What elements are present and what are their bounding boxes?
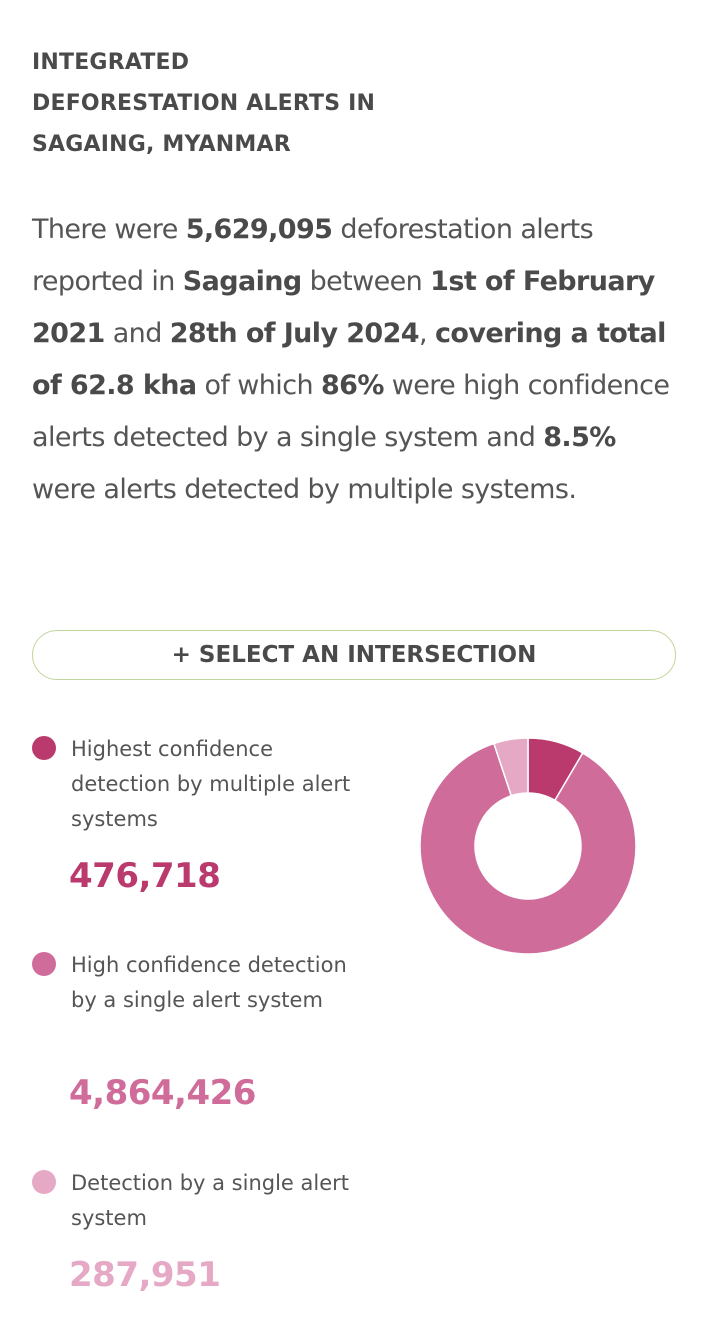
select-intersection-button[interactable]: + SELECT AN INTERSECTION xyxy=(32,630,676,680)
widget-title-line-2: DEFORESTATION ALERTS IN xyxy=(32,91,376,116)
legend-label: High confidence detection by a single al… xyxy=(71,953,347,1012)
legend-dot-highest-confidence xyxy=(32,736,56,760)
legend-dot-single-system xyxy=(32,1170,56,1194)
start-date: 1st of February 2021 xyxy=(32,266,655,349)
multi-system-percent: 8.5% xyxy=(543,422,616,453)
donut-slice-single-system[interactable] xyxy=(492,738,529,797)
legend-label: Detection by a single alert system xyxy=(71,1171,350,1230)
sentence-text: There were xyxy=(32,214,186,245)
legend-value: 476,718 xyxy=(69,856,221,896)
total-alerts-value: 5,629,095 xyxy=(185,214,333,245)
donut-slice-high-confidence[interactable] xyxy=(420,742,636,954)
sentence-text: were high confidence alerts detected by … xyxy=(32,370,670,453)
summary-sentence: There were 5,629,095 deforestation alert… xyxy=(32,204,682,516)
legend-label: Highest confidence detection by multiple… xyxy=(71,737,351,831)
sentence-text: , xyxy=(419,318,435,349)
coverage-value: covering a total of 62.8 kha xyxy=(32,318,666,401)
end-date: 28th of July 2024 xyxy=(169,318,420,349)
sentence-text: of which xyxy=(196,370,321,401)
donut-chart xyxy=(420,738,636,954)
legend-value: 287,951 xyxy=(69,1255,221,1295)
legend-value: 4,864,426 xyxy=(69,1073,256,1113)
legend-dot-high-confidence xyxy=(32,952,56,976)
widget-title-line-1: INTEGRATED xyxy=(32,50,190,75)
sentence-text: deforestation alerts reported in xyxy=(32,214,594,297)
high-confidence-percent: 86% xyxy=(320,370,384,401)
sentence-text: between xyxy=(301,266,431,297)
sentence-text: and xyxy=(104,318,170,349)
sentence-text: were alerts detected by multiple systems… xyxy=(32,474,577,505)
widget-title-line-3: SAGAING, MYANMAR xyxy=(32,132,291,157)
location-name: Sagaing xyxy=(182,266,302,297)
widget-title: INTEGRATED DEFORESTATION ALERTS IN SAGAI… xyxy=(32,42,452,165)
